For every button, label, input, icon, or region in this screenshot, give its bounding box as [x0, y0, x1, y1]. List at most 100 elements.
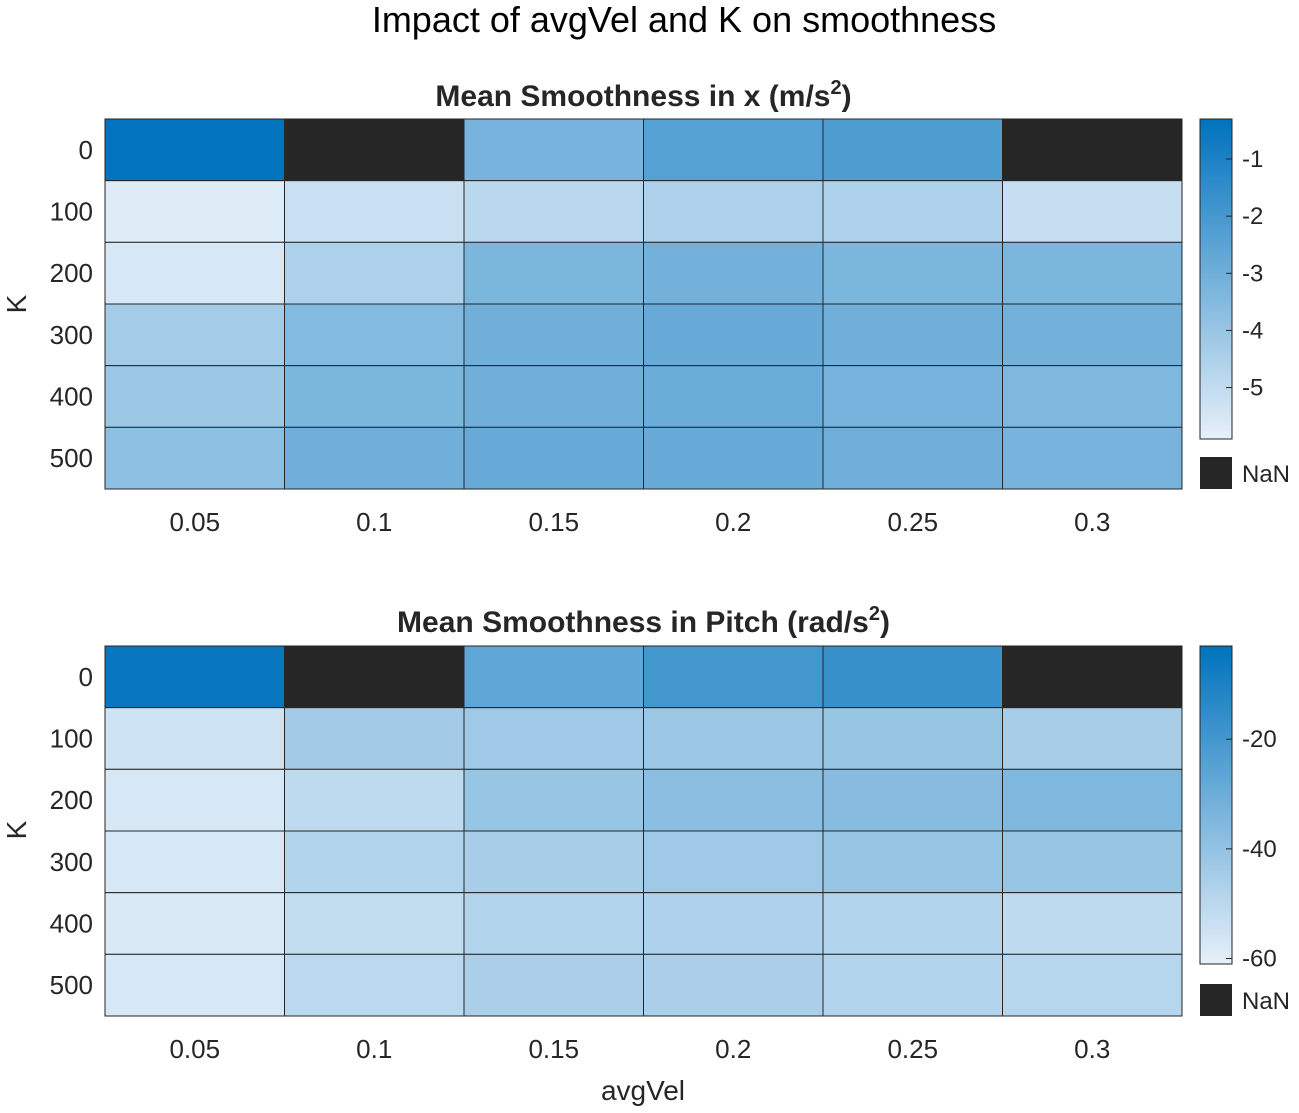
heatmap-panel-1: Mean Smoothness in x (m/s2) 0 100 200 300 400…: [1, 77, 1290, 537]
heatmap-cell: [643, 241, 824, 305]
heatmap-cell: [822, 180, 1003, 243]
heatmap-cell: [1002, 892, 1183, 955]
heatmap-cell: [104, 830, 285, 894]
heatmap-cell: [1002, 830, 1183, 894]
heatmap-cell: [643, 118, 824, 182]
heatmap-cell: [822, 303, 1003, 367]
x-tick-label: 0.15: [528, 507, 579, 537]
y-tick-label: 100: [50, 197, 93, 227]
x-tick-label: 0.2: [715, 1034, 751, 1064]
heatmap-cell: [643, 180, 824, 243]
heatmap-cell: [1002, 707, 1183, 770]
heatmap-cell: [643, 426, 824, 490]
heatmap-cell: [463, 365, 644, 428]
heatmap-cell: [1002, 180, 1183, 243]
y-tick-label: 400: [50, 909, 93, 939]
y-tick-label: 400: [50, 382, 93, 412]
heatmap-cell: [822, 241, 1003, 305]
heatmap-cell: [104, 118, 285, 182]
heatmap-cell: [822, 707, 1003, 770]
heatmap-cell: [284, 768, 465, 832]
heatmap-cell: [643, 645, 824, 709]
y-tick-label: 100: [50, 724, 93, 754]
heatmap-cell: [643, 830, 824, 894]
heatmap-cell: [643, 768, 824, 832]
heatmap-cell: [463, 645, 644, 709]
colorbar: [1199, 118, 1233, 440]
panel-title-superscript: 2: [869, 603, 880, 625]
heatmap-cell: [463, 953, 644, 1017]
panel-title-suffix: ): [842, 80, 852, 113]
heatmap-cell: [284, 365, 465, 428]
heatmap-cell: [463, 118, 644, 182]
heatmap-cell: [463, 830, 644, 894]
y-axis-label: K: [1, 820, 32, 839]
heatmap-cell: [284, 118, 465, 182]
heatmap-cell: [822, 830, 1003, 894]
colorbar-tick-label: -2: [1242, 203, 1263, 230]
heatmap-cell: [104, 953, 285, 1017]
heatmap-cell: [284, 645, 465, 709]
heatmap-cell: [822, 365, 1003, 428]
x-tick-label: 0.05: [169, 507, 220, 537]
y-tick-label: 0: [79, 135, 93, 165]
heatmap-cell: [104, 426, 285, 490]
heatmap-cell: [1002, 365, 1183, 428]
panel-title: Mean Smoothness in x (m/s2): [435, 77, 851, 113]
x-tick-label: 0.1: [356, 1034, 392, 1064]
panel-title-suffix: ): [880, 606, 890, 639]
heatmap-cell: [643, 892, 824, 955]
panel-title-main: Mean Smoothness in x (m/s: [435, 80, 830, 113]
colorbar-tick-label: -4: [1242, 317, 1263, 344]
x-axis-label: avgVel: [601, 1075, 685, 1106]
heatmap-cell: [104, 180, 285, 243]
heatmap-cell: [284, 426, 465, 490]
heatmap-cell: [822, 768, 1003, 832]
heatmap-cell: [1002, 426, 1183, 490]
heatmap-cell: [822, 892, 1003, 955]
y-tick-label: 500: [50, 443, 93, 473]
colorbar-tick-label: -3: [1242, 260, 1263, 287]
heatmap-cell: [1002, 303, 1183, 367]
x-tick-label: 0.05: [169, 1034, 220, 1064]
colorbar-tick-label: -1: [1242, 146, 1263, 173]
colorbar-tick-label: -20: [1242, 726, 1277, 753]
heatmap-cell: [643, 365, 824, 428]
nan-label: NaN: [1242, 461, 1290, 488]
colorbar-tick-label: -5: [1242, 375, 1263, 402]
y-tick-label: 500: [50, 970, 93, 1000]
heatmap-cell: [284, 953, 465, 1017]
panel-title-superscript: 2: [830, 77, 841, 99]
heatmap-cell: [284, 830, 465, 894]
heatmap-cell: [1002, 768, 1183, 832]
y-tick-label: 300: [50, 847, 93, 877]
heatmap-cell: [1002, 953, 1183, 1017]
heatmap-cell: [284, 707, 465, 770]
heatmap-cell: [822, 645, 1003, 709]
x-tick-label: 0.3: [1074, 507, 1110, 537]
heatmap-cell: [463, 892, 644, 955]
nan-swatch: [1200, 457, 1232, 489]
panel-title: Mean Smoothness in Pitch (rad/s2): [397, 603, 890, 639]
heatmap-cell: [463, 303, 644, 367]
heatmap-cell: [643, 953, 824, 1017]
heatmap-cell: [463, 180, 644, 243]
panel-title-main: Mean Smoothness in Pitch (rad/s: [397, 606, 869, 639]
heatmap-cell: [463, 241, 644, 305]
colorbar: [1199, 645, 1233, 965]
heatmap-cell: [284, 241, 465, 305]
heatmap-cell: [463, 768, 644, 832]
figure-title: Impact of avgVel and K on smoothness: [372, 0, 996, 40]
heatmap-cell: [1002, 645, 1183, 709]
heatmap-cell: [463, 707, 644, 770]
x-tick-label: 0.1: [356, 507, 392, 537]
heatmap-cell: [1002, 241, 1183, 305]
heatmap-cell: [822, 953, 1003, 1017]
x-tick-label: 0.15: [528, 1034, 579, 1064]
heatmap-cell: [643, 707, 824, 770]
heatmap-cell: [463, 426, 644, 490]
colorbar-tick-label: -60: [1242, 946, 1277, 973]
heatmap-cell: [104, 768, 285, 832]
nan-swatch: [1200, 984, 1232, 1016]
heatmap-cell: [822, 426, 1003, 490]
